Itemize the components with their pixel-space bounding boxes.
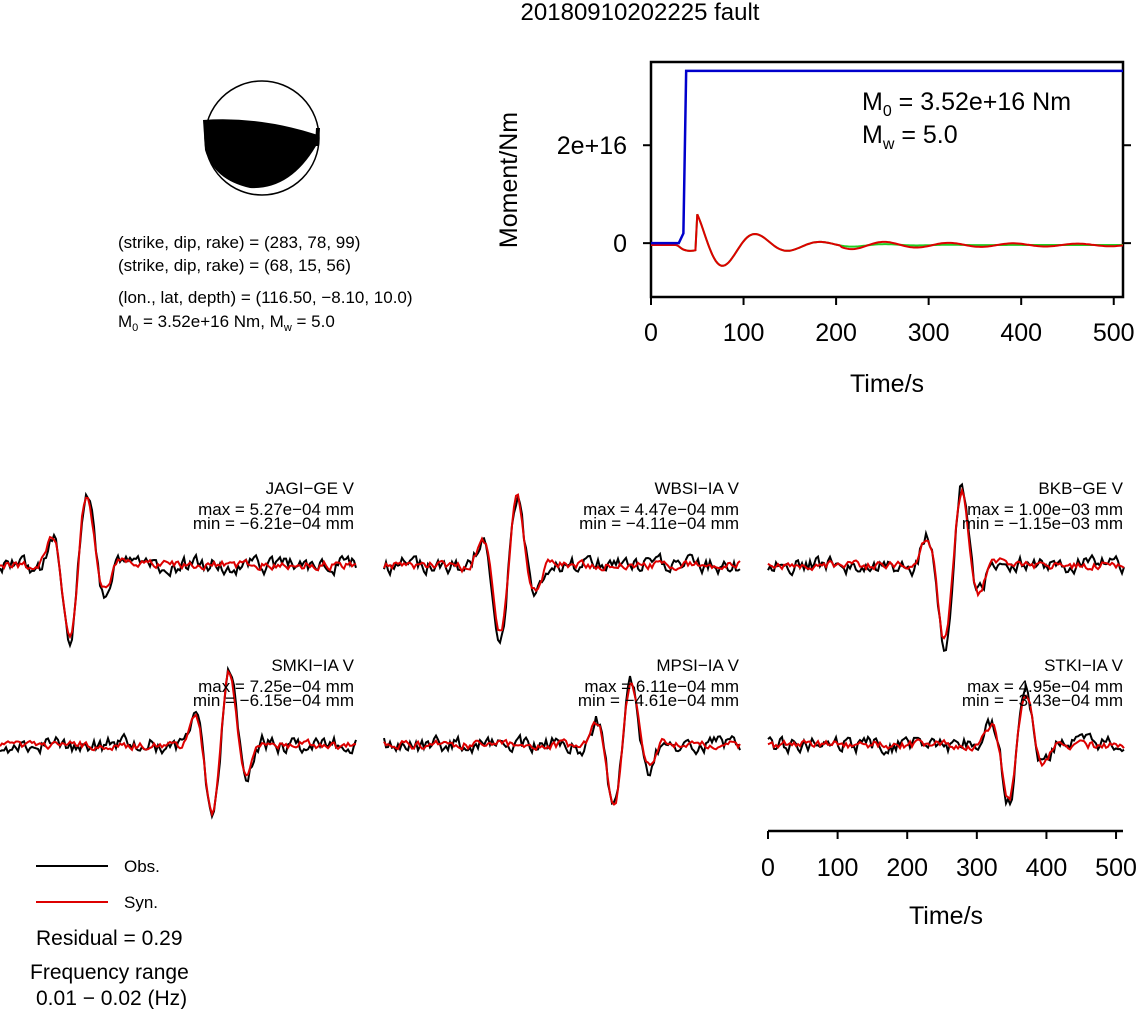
- frequency-range-value: 0.01 − 0.02 (Hz): [36, 987, 187, 1009]
- station-max: max = 7.25e−04 mm: [198, 677, 354, 696]
- moment-m0-label: M0 = 3.52e+16 Nm: [862, 88, 1071, 120]
- synthetic-waveform: [383, 493, 741, 632]
- synthetic-waveform: [767, 694, 1125, 802]
- moment-x-tick-label: 100: [723, 319, 765, 347]
- synthetic-waveform: [0, 496, 357, 640]
- waveform-time-axis: Time/s 0 100 200 300 400 500: [761, 829, 1137, 930]
- moment-x-tick-label: 400: [1000, 319, 1042, 347]
- station-max: max = 5.27e−04 mm: [198, 500, 354, 519]
- station-name: JAGI−GE V: [266, 479, 355, 498]
- station-name: WBSI−IA V: [654, 479, 739, 498]
- residual-text: Residual = 0.29: [36, 927, 183, 950]
- station-max: max = 1.00e−03 mm: [967, 500, 1123, 519]
- moment-plot-frame: [649, 60, 1125, 299]
- frequency-range-title: Frequency range: [30, 961, 189, 984]
- waveform-x-tick-label: 300: [956, 854, 998, 882]
- station-min: min = −4.61e−04 mm: [578, 691, 739, 710]
- legend-syn-label: Syn.: [124, 893, 158, 912]
- moment-y-axis-label: Moment/Nm: [495, 112, 523, 248]
- station-min: min = −6.21e−04 mm: [193, 514, 354, 533]
- waveform-x-tick-label: 0: [761, 854, 775, 882]
- focal-mechanism-beachball: [203, 80, 320, 196]
- station-min: min = −1.15e−03 mm: [962, 514, 1123, 533]
- nodal-plane-2: (strike, dip, rake) = (68, 15, 56): [118, 256, 351, 275]
- moment-x-axis-label: Time/s: [850, 370, 924, 398]
- waveform-x-axis-label: Time/s: [909, 902, 983, 930]
- synthetic-waveform: [0, 669, 357, 818]
- station-min: min = −3.43e−04 mm: [962, 691, 1123, 710]
- station-name: BKB−GE V: [1038, 479, 1123, 498]
- waveform-x-tick-label: 100: [817, 854, 859, 882]
- station-name: STKI−IA V: [1044, 656, 1124, 675]
- station-name: SMKI−IA V: [271, 656, 354, 675]
- moment-x-tick-label: 0: [644, 319, 658, 347]
- waveform-x-tick-label: 400: [1026, 854, 1068, 882]
- event-moment: M0 = 3.52e+16 Nm, Mw = 5.0: [118, 312, 335, 334]
- moment-mw-label: Mw = 5.0: [862, 121, 958, 153]
- synthetic-waveform: [767, 486, 1125, 640]
- moment-y-tick-label: 2e+16: [557, 132, 627, 160]
- moment-x-tick-label: 200: [815, 319, 857, 347]
- nodal-plane-1: (strike, dip, rake) = (283, 78, 99): [118, 233, 360, 252]
- station-max: max = 6.11e−04 mm: [584, 677, 739, 696]
- source-time-function-red: [651, 213, 1124, 267]
- moment-x-tick-label: 500: [1093, 319, 1135, 347]
- cumulative-moment-line: [651, 69, 1123, 245]
- beachball-compressional-quadrant: [203, 119, 318, 189]
- station-max: max = 4.47e−04 mm: [583, 500, 739, 519]
- moment-x-tick-label: 300: [908, 319, 950, 347]
- station-min: min = −4.11e−04 mm: [579, 514, 739, 533]
- figure-title: 20180910202225 fault: [521, 0, 760, 26]
- source-time-function-green: [651, 213, 1123, 267]
- waveform-x-tick-label: 500: [1095, 854, 1137, 882]
- moment-y-tick-label: 0: [613, 230, 627, 258]
- event-location: (lon., lat, depth) = (116.50, −8.10, 10.…: [118, 288, 413, 307]
- station-name: MPSI−IA V: [656, 656, 739, 675]
- legend: Obs. Syn. Residual = 0.29 Frequency rang…: [30, 857, 189, 1009]
- station-max: max = 4.95e−04 mm: [967, 677, 1123, 696]
- waveform-x-tick-label: 200: [886, 854, 928, 882]
- legend-obs-label: Obs.: [124, 857, 160, 876]
- synthetic-waveform: [383, 682, 741, 806]
- station-min: min = −6.15e−04 mm: [193, 691, 354, 710]
